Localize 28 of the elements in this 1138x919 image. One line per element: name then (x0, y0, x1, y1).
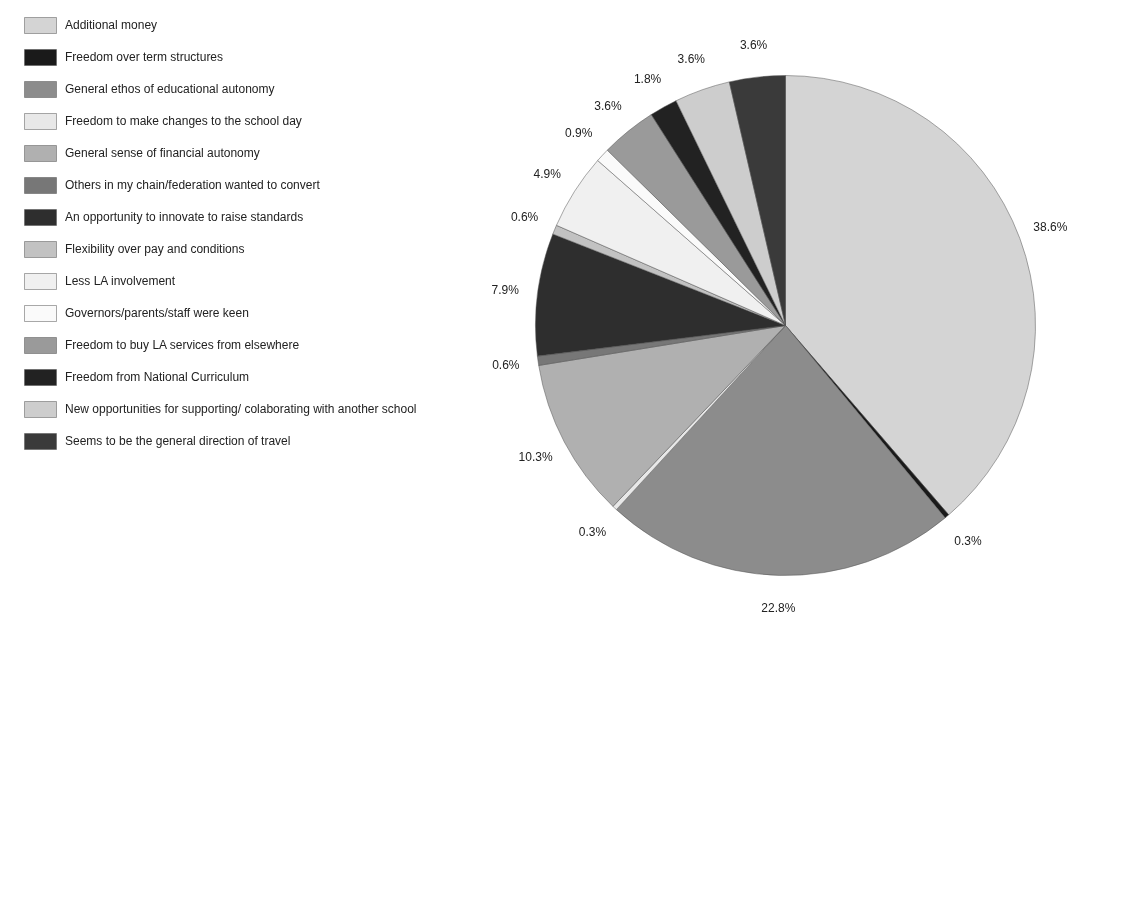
data-label: 4.9% (533, 166, 562, 181)
legend-label: General ethos of educational autonomy (65, 82, 275, 96)
legend-label: Seems to be the general direction of travel (65, 434, 291, 448)
legend-label: Additional money (65, 18, 158, 32)
data-label: 3.6% (594, 98, 622, 113)
data-label: 0.6% (510, 210, 539, 225)
legend-label: Less LA involvement (65, 274, 176, 288)
legend-label: Freedom from National Curriculum (65, 370, 250, 384)
legend-label: Freedom to buy LA services from elsewhere (65, 338, 300, 352)
legend-label: An opportunity to innovate to raise standards (65, 210, 304, 224)
data-label: 1.8% (633, 71, 662, 86)
data-label: 0.9% (564, 126, 593, 141)
data-label: 10.3% (518, 450, 553, 465)
data-label: 3.6% (739, 37, 768, 52)
legend-label: Flexibility over pay and conditions (65, 242, 245, 256)
data-label: 3.6% (677, 52, 706, 67)
legend-label: General sense of financial autonomy (65, 146, 260, 160)
data-label: 38.6% (1033, 220, 1068, 235)
data-label: 22.8% (761, 600, 796, 615)
data-label: 0.6% (492, 358, 520, 373)
legend-label: Freedom to make changes to the school day (65, 114, 302, 128)
legend-label: Governors/parents/staff were keen (65, 306, 249, 320)
data-label: 7.9% (491, 283, 520, 298)
data-label: 0.3% (578, 524, 607, 539)
legend-label: New opportunities for supporting/ colaborating with another school (65, 402, 417, 416)
legend-label: Others in my chain/federation wanted to convert (65, 178, 320, 192)
data-label: 0.3% (954, 534, 982, 549)
legend-label: Freedom over term structures (65, 50, 224, 64)
